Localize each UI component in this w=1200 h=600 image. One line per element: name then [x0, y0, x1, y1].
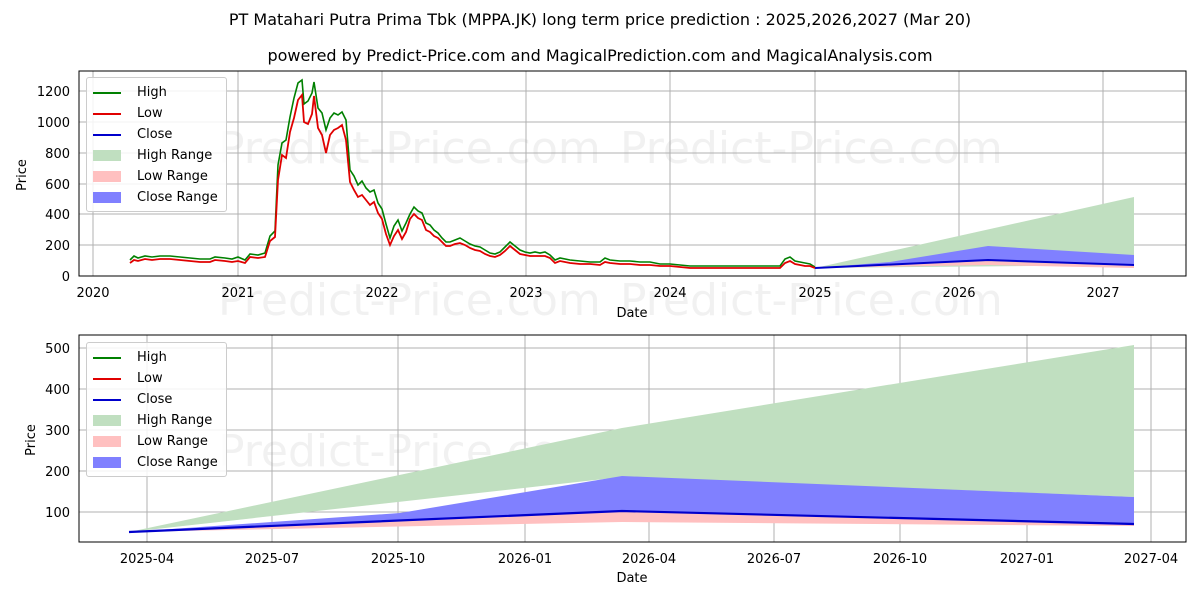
- svg-text:800: 800: [45, 147, 70, 162]
- svg-text:2025-07: 2025-07: [245, 552, 299, 567]
- legend-item-low-range: Low Range: [93, 431, 218, 452]
- svg-text:2025: 2025: [798, 286, 831, 301]
- low-line: [129, 92, 816, 269]
- watermark: Predict-Price.com: [620, 123, 1003, 174]
- legend-item-close-range: Close Range: [93, 187, 218, 208]
- top-grid: [79, 71, 1186, 277]
- svg-text:2023: 2023: [509, 286, 542, 301]
- close-range-swatch-icon: [93, 192, 121, 203]
- bottom-y-axis-label: Price: [24, 424, 39, 456]
- bottom-x-axis-label: Date: [616, 571, 647, 586]
- high-line-swatch-icon: [93, 91, 121, 94]
- watermark: Predict-Price.com: [218, 123, 601, 174]
- top-chart: Predict-Price.com Predict-Price.com Pred…: [15, 70, 1187, 326]
- legend-item-high: High: [93, 347, 218, 368]
- svg-text:2025-10: 2025-10: [371, 552, 425, 567]
- legend-item-high-range: High Range: [93, 410, 218, 431]
- legend-item-close: Close: [93, 389, 218, 410]
- low-line-swatch-icon: [93, 112, 121, 115]
- svg-text:1200: 1200: [37, 85, 70, 100]
- legend-item-low-range: Low Range: [93, 166, 218, 187]
- svg-text:2021: 2021: [221, 286, 254, 301]
- top-x-axis-label: Date: [616, 306, 647, 321]
- svg-text:2024: 2024: [653, 286, 686, 301]
- high-range-area: [129, 345, 1134, 532]
- svg-text:1000: 1000: [37, 116, 70, 131]
- svg-text:2027-01: 2027-01: [1000, 552, 1054, 567]
- top-x-ticks: 2020 2021 2022 2023 2024 2025 2026 2027: [76, 286, 1119, 301]
- legend-item-high-range: High Range: [93, 145, 218, 166]
- high-range-swatch-icon: [93, 150, 121, 161]
- svg-text:100: 100: [45, 506, 70, 521]
- watermark: Predict-Price.com: [218, 275, 601, 326]
- close-range-area: [129, 476, 1134, 532]
- close-forecast-line: [128, 509, 1135, 534]
- close-line-swatch-icon: [93, 398, 121, 401]
- bottom-y-ticks: 100 200 300 400 500: [45, 342, 70, 521]
- bottom-x-ticks: 2025-04 2025-07 2025-10 2026-01 2026-04 …: [120, 552, 1178, 567]
- close-line-swatch-icon: [93, 133, 121, 136]
- svg-text:2025-04: 2025-04: [120, 552, 174, 567]
- chart-subtitle: powered by Predict-Price.com and Magical…: [267, 46, 933, 65]
- top-y-ticks: 0 200 400 600 800 1000 1200: [37, 85, 70, 285]
- svg-text:2022: 2022: [365, 286, 398, 301]
- svg-text:2026-01: 2026-01: [498, 552, 552, 567]
- bottom-legend: High Low Close High Range Low Range Clos…: [86, 342, 227, 477]
- svg-text:2027: 2027: [1086, 286, 1119, 301]
- chart-title: PT Matahari Putra Prima Tbk (MPPA.JK) lo…: [228, 10, 972, 29]
- legend-item-low: Low: [93, 103, 218, 124]
- watermark: Predict-Price.com: [620, 275, 1003, 326]
- svg-text:2020: 2020: [76, 286, 109, 301]
- svg-text:2026: 2026: [942, 286, 975, 301]
- svg-text:200: 200: [45, 239, 70, 254]
- svg-text:400: 400: [45, 383, 70, 398]
- bottom-chart: Predict-Price.com Predict-Price.com 100 …: [24, 334, 1187, 586]
- svg-text:2027-04: 2027-04: [1124, 552, 1178, 567]
- top-y-axis-label: Price: [15, 159, 30, 191]
- low-range-area: [815, 261, 1134, 268]
- low-range-swatch-icon: [93, 436, 121, 447]
- low-line-swatch-icon: [93, 377, 121, 380]
- high-line: [129, 78, 816, 268]
- svg-text:400: 400: [45, 208, 70, 223]
- close-forecast-line: [814, 258, 1135, 269]
- high-line-swatch-icon: [93, 356, 121, 359]
- svg-text:2026-04: 2026-04: [622, 552, 676, 567]
- low-range-swatch-icon: [93, 171, 121, 182]
- close-range-swatch-icon: [93, 457, 121, 468]
- svg-text:2026-10: 2026-10: [873, 552, 927, 567]
- svg-text:0: 0: [62, 270, 70, 285]
- svg-text:500: 500: [45, 342, 70, 357]
- legend-item-high: High: [93, 82, 218, 103]
- legend-item-close-range: Close Range: [93, 452, 218, 473]
- high-range-swatch-icon: [93, 415, 121, 426]
- top-legend: High Low Close High Range Low Range Clos…: [86, 77, 227, 212]
- legend-item-low: Low: [93, 368, 218, 389]
- svg-text:600: 600: [45, 178, 70, 193]
- svg-text:200: 200: [45, 465, 70, 480]
- legend-item-close: Close: [93, 124, 218, 145]
- low-range-area: [129, 511, 1134, 532]
- svg-text:300: 300: [45, 424, 70, 439]
- svg-text:2026-07: 2026-07: [747, 552, 801, 567]
